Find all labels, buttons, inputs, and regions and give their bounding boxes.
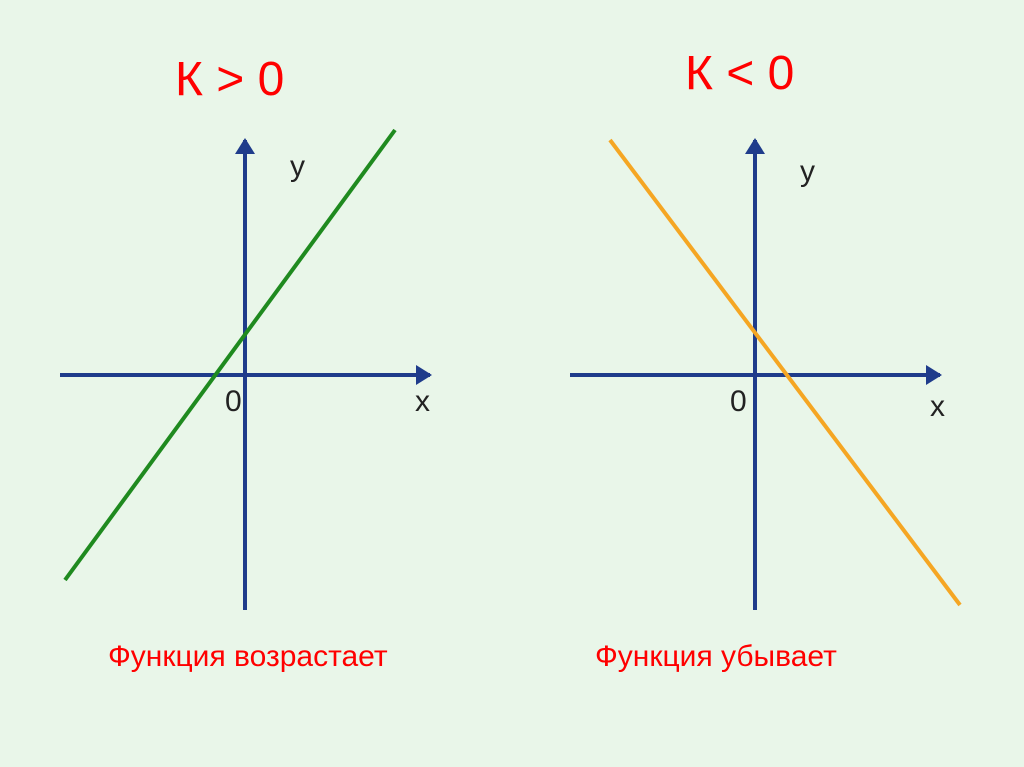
title-right: К < 0 bbox=[685, 46, 794, 101]
y-axis-label-left: у bbox=[290, 150, 305, 184]
x-axis-label-left: х bbox=[415, 385, 430, 419]
caption-right: Функция убывает bbox=[595, 640, 837, 674]
origin-label-left: 0 bbox=[225, 385, 242, 419]
right-x-axis-arrow-icon bbox=[926, 365, 942, 385]
left-function-line bbox=[65, 130, 395, 580]
right-function-line bbox=[610, 140, 960, 605]
y-axis-label-right: у bbox=[800, 155, 815, 189]
caption-left: Функция возрастает bbox=[108, 640, 388, 674]
left-x-axis-arrow-icon bbox=[416, 365, 432, 385]
x-axis-label-right: х bbox=[930, 390, 945, 424]
diagram-canvas: К > 0 у х 0 Функция возрастает К < 0 у х… bbox=[0, 0, 1024, 767]
title-left: К > 0 bbox=[175, 52, 284, 107]
right-y-axis-arrow-icon bbox=[745, 138, 765, 154]
origin-label-right: 0 bbox=[730, 385, 747, 419]
left-y-axis-arrow-icon bbox=[235, 138, 255, 154]
